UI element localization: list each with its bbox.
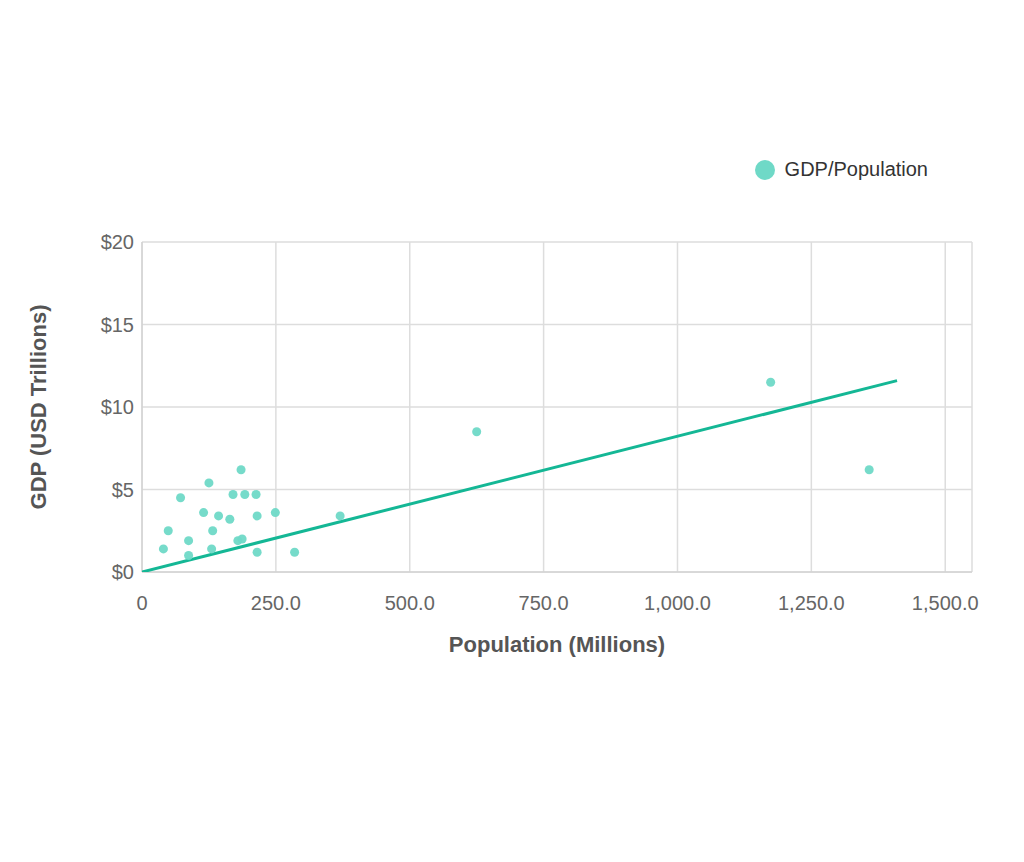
svg-text:$20: $20	[101, 231, 134, 253]
svg-text:0: 0	[136, 592, 147, 614]
svg-text:500.0: 500.0	[385, 592, 435, 614]
svg-text:$0: $0	[112, 561, 134, 583]
svg-text:250.0: 250.0	[251, 592, 301, 614]
svg-text:GDP (USD Trillions): GDP (USD Trillions)	[26, 305, 51, 510]
svg-text:Population (Millions): Population (Millions)	[449, 632, 665, 657]
svg-text:$5: $5	[112, 479, 134, 501]
svg-text:1,250.0: 1,250.0	[778, 592, 845, 614]
svg-text:$10: $10	[101, 396, 134, 418]
svg-text:750.0: 750.0	[519, 592, 569, 614]
svg-text:1,000.0: 1,000.0	[644, 592, 711, 614]
svg-text:$15: $15	[101, 314, 134, 336]
html-text:GDP/Population: GDP/Population	[784, 158, 928, 180]
svg-text:1,500.0: 1,500.0	[912, 592, 979, 614]
